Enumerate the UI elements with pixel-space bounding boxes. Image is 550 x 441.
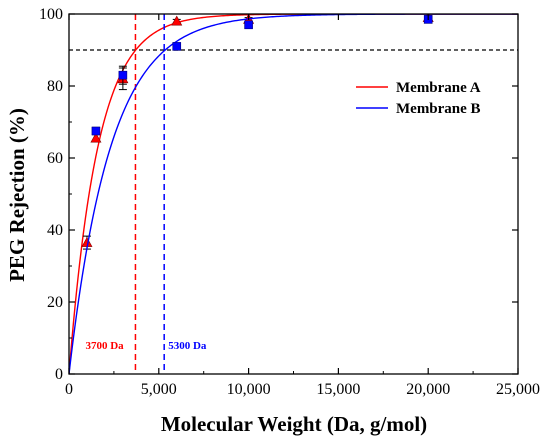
y-axis-title: PEG Rejection (%): [5, 108, 29, 282]
membrane-b-point: [172, 42, 182, 51]
y-tick-label: 100: [39, 6, 63, 23]
legend-label: Membrane B: [396, 101, 481, 117]
x-axis-title: Molecular Weight (Da, g/mol): [161, 412, 427, 436]
x-tick-label: 10,000: [227, 381, 271, 398]
axes-layer: 0 5,000 10,000 15,000 20,000 25,000 0 20 40 60 80 1…: [39, 6, 540, 398]
plot-frame: [68, 13, 519, 375]
membrane-b-fit-curve: [69, 14, 518, 374]
y-tick-label: 80: [47, 78, 63, 95]
plot-area: [69, 14, 518, 374]
x-tick-label: 5,000: [141, 381, 177, 398]
x-tick-label: 25,000: [496, 381, 540, 398]
membrane-a-point: [171, 15, 183, 26]
y-tick-label: 60: [47, 150, 63, 167]
membrane-a-point: [90, 132, 102, 143]
membrane-b-point: [244, 20, 253, 30]
x-tick-label: 0: [65, 381, 73, 398]
legend: Membrane A Membrane B: [356, 80, 481, 117]
membrane-b-cutoff-label: 5300 Da: [168, 340, 207, 352]
x-tick-label: 15,000: [316, 381, 360, 398]
y-tick-label: 40: [47, 222, 63, 239]
y-tick-label: 20: [47, 294, 63, 311]
y-tick-label: 0: [55, 366, 63, 383]
x-tick-label: 20,000: [406, 381, 450, 398]
membrane-b-point: [118, 70, 128, 80]
membrane-b-point: [91, 126, 101, 136]
membrane-a-fit-curve: [69, 14, 518, 374]
plot-layer: 3700 Da 5300 Da: [69, 14, 518, 374]
membrane-a-cutoff-label: 3700 Da: [85, 340, 124, 352]
legend-label: Membrane A: [396, 80, 481, 96]
